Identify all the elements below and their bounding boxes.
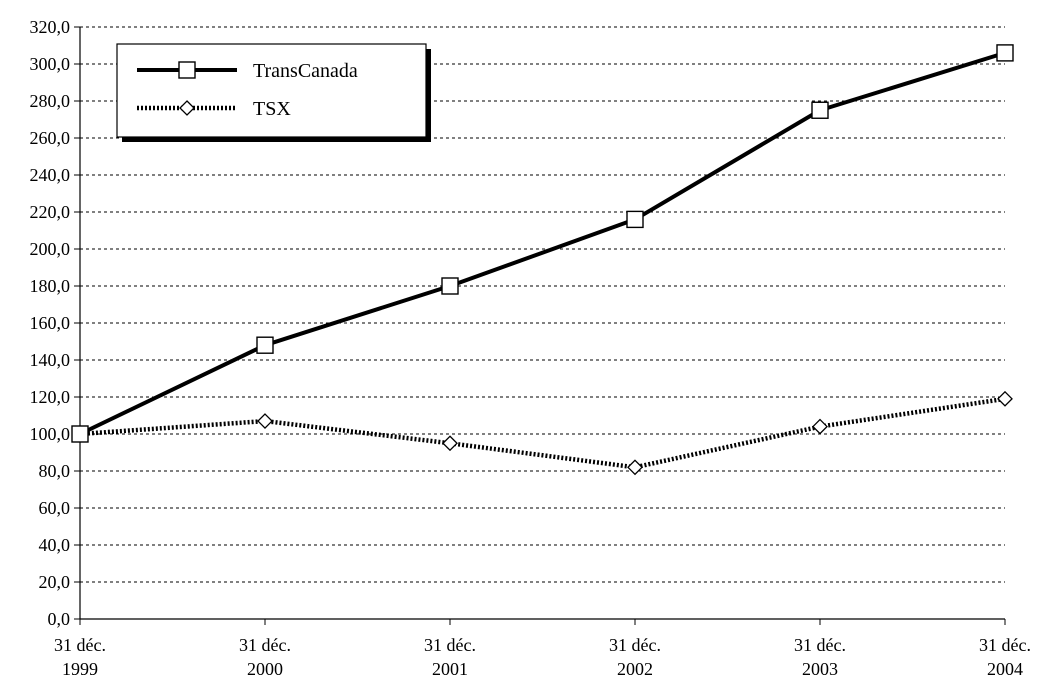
x-tick-label: 31 déc. 2004 [979,635,1031,679]
data-point-transcanada [996,44,1014,62]
y-tick-label: 0,0 [48,609,71,629]
y-tick-label: 260,0 [30,128,71,148]
legend-label: TSX [253,98,291,120]
data-point-transcanada [811,101,829,119]
axes: 0,0 20,0 40,0 60,0 80,0 100,0 120,0 140,0 160,0 1… [30,17,1031,679]
series-line-transcanada [79,50,1006,436]
x-tick-label: 31 déc. 2003 [794,635,846,679]
data-point-tsx [442,435,458,452]
x-tick-label-line: 31 déc. [794,635,846,655]
gridlines [80,26,1005,583]
x-tick-label: 31 déc. 1999 [54,635,106,679]
y-tick-label: 280,0 [30,91,71,111]
data-point-tsx [812,418,828,435]
legend-label: TransCanada [253,60,358,82]
x-tick-label: 31 déc. 2000 [239,635,291,679]
x-tick-label-line: 2003 [802,659,838,679]
y-tick-label: 320,0 [30,17,71,37]
x-tick-label-line: 31 déc. [979,635,1031,655]
y-tick-label: 160,0 [30,313,71,333]
data-point-tsx [997,390,1013,407]
y-tick-label: 60,0 [39,498,71,518]
x-tick-label-line: 31 déc. [239,635,291,655]
data-point-transcanada [441,277,459,295]
x-tick-label-line: 2000 [247,659,283,679]
x-tick-label-line: 31 déc. [54,635,106,655]
x-tick-label-line: 1999 [62,659,98,679]
y-tick-label: 140,0 [30,350,71,370]
legend-box [116,43,427,138]
y-tick-label: 180,0 [30,276,71,296]
y-tick-label: 300,0 [30,54,71,74]
legend-marker-square [178,61,196,79]
x-tick-label: 31 déc. 2002 [609,635,661,679]
data-point-tsx [627,459,643,476]
data-point-transcanada [71,425,89,443]
y-tick-label: 240,0 [30,165,71,185]
x-tick-label-line: 2004 [987,659,1023,679]
series [71,44,1014,476]
data-point-transcanada [626,210,644,229]
x-tick-label-line: 31 déc. [609,635,661,655]
legend: TransCanada TSX [116,43,431,142]
y-tick-label: 200,0 [30,239,71,259]
y-tick-label: 220,0 [30,202,71,222]
y-tick-label: 120,0 [30,387,71,407]
x-tick-label-line: 31 déc. [424,635,476,655]
data-point-transcanada [256,336,274,354]
legend-marker-diamond [179,100,195,116]
data-point-tsx [257,413,273,429]
y-tick-label: 40,0 [39,535,71,555]
y-tick-label: 100,0 [30,424,71,444]
series-line-tsx [79,396,1006,470]
y-tick-label: 20,0 [39,572,71,592]
x-tick-label: 31 déc. 2001 [424,635,476,679]
x-tick-label-line: 2002 [617,659,653,679]
x-tick-label-line: 2001 [432,659,468,679]
y-tick-label: 80,0 [39,461,71,481]
